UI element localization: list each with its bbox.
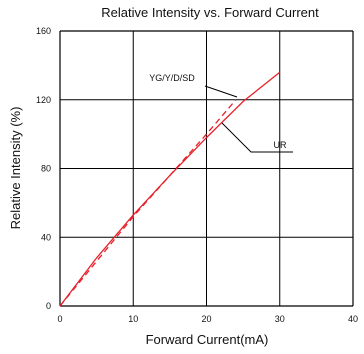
series-layer [59, 71, 281, 307]
tick-labels: 0 10 20 30 40 0 40 80 120 160 [36, 26, 358, 324]
y-tick-label: 0 [46, 301, 51, 311]
annotation-leader-ur [221, 122, 293, 153]
y-axis-title: Relative Intensity (%) [8, 107, 23, 230]
series-line-ur [59, 71, 281, 307]
x-tick-label: 30 [275, 314, 285, 324]
grid [59, 30, 354, 307]
series-line-yg-y-d-sd [59, 99, 237, 307]
x-tick-label: 0 [57, 314, 62, 324]
x-axis-title: Forward Current(mA) [146, 332, 269, 347]
annotation-label-yg: YG/Y/D/SD [149, 73, 195, 83]
y-tick-label: 80 [41, 164, 51, 174]
annotation-leader-yg [204, 85, 238, 98]
x-tick-label: 40 [348, 314, 358, 324]
x-tick-label: 10 [128, 314, 138, 324]
y-tick-label: 120 [36, 95, 51, 105]
annotation-label-ur: UR [274, 140, 287, 150]
y-tick-label: 160 [36, 26, 51, 36]
annotations: YG/Y/D/SD UR [149, 73, 293, 153]
y-tick-label: 40 [41, 232, 51, 242]
x-tick-label: 20 [201, 314, 211, 324]
chart-title: Relative Intensity vs. Forward Current [101, 5, 319, 20]
